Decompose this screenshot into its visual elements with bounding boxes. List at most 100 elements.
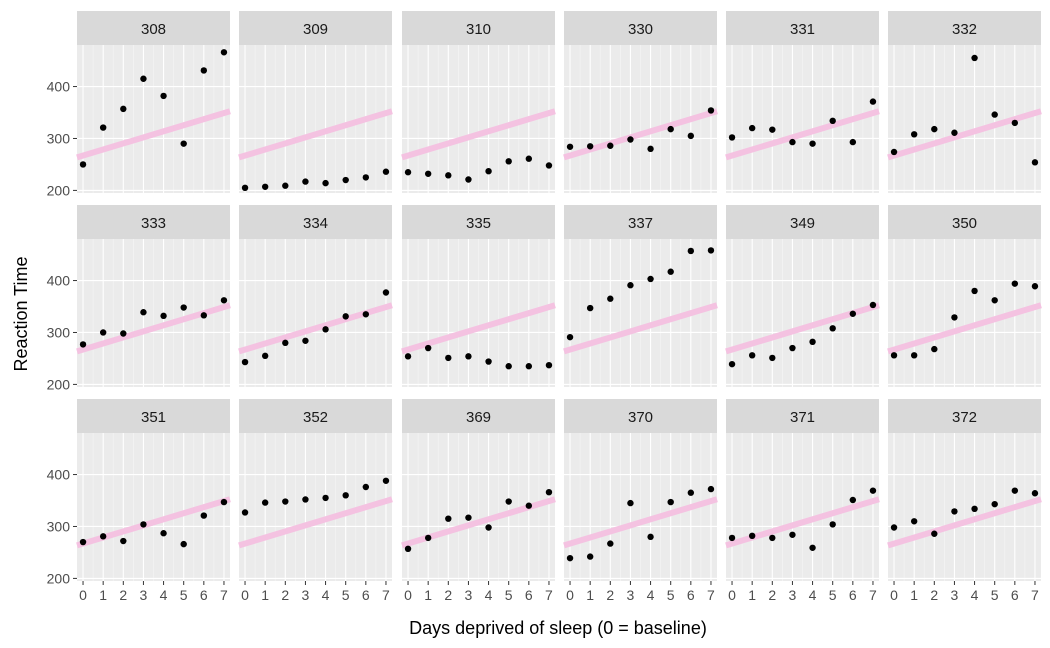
reference-line [563, 496, 718, 549]
data-point [1031, 490, 1039, 497]
data-point [647, 533, 654, 541]
facet-strip-label: 349 [790, 215, 815, 232]
facet-panel: 331 [725, 11, 880, 193]
data-point [809, 544, 816, 551]
facet-strip-label: 351 [141, 409, 166, 426]
data-point [707, 485, 715, 493]
facet-strip [888, 205, 1041, 239]
y-tick-label: 300 [47, 518, 71, 534]
facet-panel: 337 [563, 205, 718, 387]
x-tick-label: 4 [971, 587, 979, 603]
data-point [424, 534, 432, 542]
data-point [829, 325, 836, 332]
facet-panel: 350 [887, 205, 1042, 387]
data-point [505, 363, 512, 370]
facet-panel: 370 [563, 399, 718, 581]
data-point [647, 275, 654, 283]
data-point [849, 310, 857, 317]
data-point [404, 169, 412, 176]
data-point [1011, 119, 1019, 127]
data-point [829, 117, 836, 125]
data-point [99, 533, 107, 540]
x-tick-label: 5 [180, 587, 188, 603]
x-tick-label: 2 [930, 587, 938, 603]
x-tick-label: 7 [545, 587, 553, 603]
x-tick-label: 6 [525, 587, 533, 603]
y-tick-label: 400 [47, 79, 71, 95]
data-point [322, 494, 329, 502]
data-point [220, 498, 228, 506]
facet-strip [77, 205, 230, 239]
data-point [99, 124, 107, 131]
data-point [241, 184, 249, 192]
x-tick-label: 5 [991, 587, 999, 603]
data-point [627, 282, 634, 289]
data-point [667, 498, 674, 506]
data-point [261, 499, 269, 506]
data-point [607, 295, 614, 302]
data-point [1031, 283, 1039, 290]
x-tick-label: 3 [627, 587, 635, 603]
facet-strip-label: 372 [952, 409, 977, 426]
data-point [200, 512, 208, 519]
x-tick-label: 7 [869, 587, 877, 603]
data-point [445, 172, 452, 179]
data-point [607, 540, 614, 547]
data-point [1031, 159, 1039, 166]
data-point [342, 313, 349, 320]
data-point [829, 521, 836, 528]
data-point [261, 352, 269, 360]
facet-strip [239, 205, 392, 239]
data-point [160, 312, 167, 320]
data-point [1011, 280, 1019, 287]
facet-panel: 332 [887, 11, 1042, 193]
data-point [707, 107, 715, 114]
x-tick-label: 3 [951, 587, 959, 603]
data-point [849, 496, 857, 504]
reference-line [887, 302, 1042, 355]
data-point [869, 301, 877, 309]
x-tick-label: 5 [829, 587, 837, 603]
x-tick-label: 5 [667, 587, 675, 603]
data-point [647, 145, 654, 153]
y-tick-label: 200 [47, 570, 71, 586]
x-tick-label: 7 [220, 587, 228, 603]
facet-strip [77, 399, 230, 433]
x-tick-label: 4 [647, 587, 655, 603]
x-tick-label: 2 [768, 587, 776, 603]
x-tick-label: 7 [382, 587, 390, 603]
x-tick-label: 2 [444, 587, 452, 603]
data-point [505, 498, 512, 505]
data-point [342, 176, 349, 184]
data-point [362, 311, 370, 318]
y-tick-label: 200 [47, 182, 71, 198]
data-point [424, 344, 432, 352]
reference-line [401, 108, 556, 161]
data-point [687, 489, 695, 496]
x-tick-label: 1 [910, 587, 918, 603]
data-point [890, 148, 898, 156]
data-point [586, 143, 594, 150]
y-tick-label: 400 [47, 467, 71, 483]
y-axis-title: Reaction Time [11, 256, 31, 371]
facet-strip-label: 334 [303, 215, 328, 232]
facet-strip-label: 332 [952, 21, 977, 38]
facet-panel: 330 [563, 11, 718, 193]
data-point [302, 337, 309, 344]
data-point [79, 341, 87, 348]
data-point [120, 105, 127, 113]
facet-strip-label: 371 [790, 409, 815, 426]
reference-line [725, 108, 880, 161]
x-tick-label: 2 [119, 587, 127, 603]
reference-line [76, 108, 231, 161]
data-point [140, 75, 147, 82]
data-point [180, 540, 187, 548]
data-point [910, 352, 918, 359]
x-tick-label: 4 [809, 587, 817, 603]
x-tick-label: 6 [1011, 587, 1019, 603]
data-point [869, 487, 877, 494]
data-point [1011, 487, 1019, 494]
facet-strip-label: 350 [952, 215, 977, 232]
facet-panel: 308 [76, 11, 231, 193]
